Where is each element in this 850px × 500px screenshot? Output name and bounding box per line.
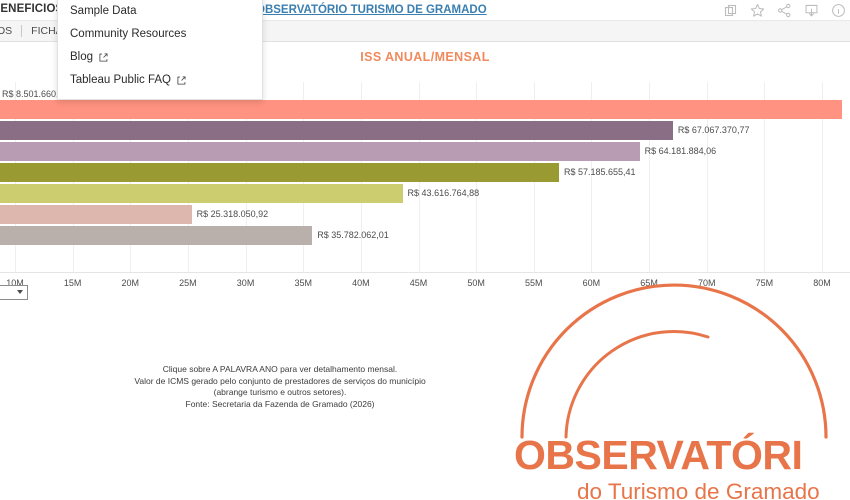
bar[interactable] <box>0 205 192 224</box>
footnote-line-4: Fonte: Secretaria da Fazenda de Gramado … <box>185 398 375 409</box>
tab-os[interactable]: OS <box>0 25 13 37</box>
download-icon[interactable] <box>804 3 819 18</box>
gridline <box>591 82 593 272</box>
menu-item-community-resources[interactable]: Community Resources <box>58 23 262 46</box>
footnote-line-3: (abrange turismo e outros setores). <box>213 387 347 397</box>
x-tick-label: 80M <box>813 278 831 288</box>
gridline <box>706 82 708 272</box>
footnote-line-1: Clique sobre A PALAVRA ANO para ver deta… <box>162 364 398 374</box>
copy-icon[interactable] <box>723 3 738 18</box>
viz-title: BENEFICIOS <box>0 3 64 15</box>
external-link-icon <box>177 76 186 85</box>
x-tick-label: 15M <box>63 278 82 288</box>
menu-item-label: Tableau Public FAQ <box>70 74 172 86</box>
x-tick-label: 45M <box>409 278 428 288</box>
x-axis: 10M 15M 20M 25M 30M 35M 40M 45M 50M 55M 60M 65M 70M 7… <box>0 272 850 290</box>
bar[interactable] <box>0 100 842 119</box>
chart-footnote: Clique sobre A PALAVRA ANO para ver deta… <box>40 364 520 410</box>
gridline <box>822 82 823 272</box>
logo-subtitle: do Turismo de Gramado <box>577 479 820 500</box>
x-tick-label: 70M <box>697 278 716 288</box>
tableau-public-dropdown-menu[interactable]: Sample Data Community Resources Blog Tab… <box>57 0 263 100</box>
x-tick-label: 20M <box>121 278 140 288</box>
observatorio-logo: OBSERVATÓRI do Turismo de Gramado <box>500 282 850 500</box>
x-tick-label: 60M <box>582 278 601 288</box>
bar-series: R$ 67.067.370,77 R$ 64.181.884,06 R$ 57.18… <box>0 82 850 272</box>
author-link[interactable]: OBSERVATÓRIO TURISMO DE GRAMADO <box>256 3 487 16</box>
bar-value-label: R$ 35.782.062,01 <box>317 230 389 240</box>
x-tick-label: 55M <box>525 278 543 288</box>
bar[interactable] <box>0 163 559 182</box>
bar[interactable] <box>0 142 640 161</box>
x-tick-label: 30M <box>236 278 255 288</box>
x-tick-label: 40M <box>352 278 370 288</box>
logo-arcs-icon <box>520 283 828 439</box>
menu-item-tableau-public-faq[interactable]: Tableau Public FAQ <box>58 69 262 92</box>
x-tick-label: 10M <box>6 278 24 288</box>
x-tick-label: 65M <box>640 278 658 288</box>
external-link-icon <box>99 53 108 62</box>
menu-item-sample-data[interactable]: Sample Data <box>58 0 262 23</box>
chart-title: ISS ANUAL/MENSAL <box>360 50 490 64</box>
x-tick-label: 75M <box>755 278 774 288</box>
menu-item-label: Blog <box>70 51 94 63</box>
gridline <box>764 82 766 272</box>
menu-item-blog[interactable]: Blog <box>58 46 262 69</box>
x-tick-label: 35M <box>294 278 312 288</box>
logo-wordmark: OBSERVATÓRI <box>514 432 803 478</box>
top-bar-value-label: R$ 8.501.660,5 <box>2 89 64 99</box>
bar[interactable] <box>0 226 313 245</box>
filter-dropdown[interactable] <box>0 285 28 300</box>
bar-value-label: R$ 25.318.050,92 <box>196 209 269 219</box>
axis-line <box>0 272 850 273</box>
bar[interactable] <box>0 121 673 140</box>
share-icon[interactable] <box>777 3 792 18</box>
top-bar-actions <box>723 0 846 21</box>
plot-area: R$ 8.501.660,5 R$ 67.067.370,77 R$ 64.181… <box>0 82 850 272</box>
footnote-line-2: Valor de ICMS gerado pelo conjunto de pr… <box>134 375 426 386</box>
bar-value-label: R$ 57.185.655,41 <box>563 167 636 177</box>
favorite-star-icon[interactable] <box>750 3 765 18</box>
bar-value-label: R$ 43.616.764,88 <box>407 188 480 198</box>
gridline <box>649 82 651 272</box>
info-icon[interactable] <box>831 3 846 18</box>
menu-item-label: Sample Data <box>70 5 137 17</box>
viz-container: ISS ANUAL/MENSAL R$ 8.501.660,5 R$ 67.06… <box>0 42 850 500</box>
bar[interactable] <box>0 184 403 203</box>
tab-divider <box>21 25 23 37</box>
bar-value-label: R$ 67.067.370,77 <box>677 125 750 135</box>
menu-item-label: Community Resources <box>70 28 187 40</box>
chevron-down-icon <box>17 290 23 294</box>
bar-value-label: R$ 64.181.884,06 <box>644 146 717 156</box>
x-tick-label: 50M <box>467 278 485 288</box>
x-tick-label: 25M <box>179 278 197 288</box>
